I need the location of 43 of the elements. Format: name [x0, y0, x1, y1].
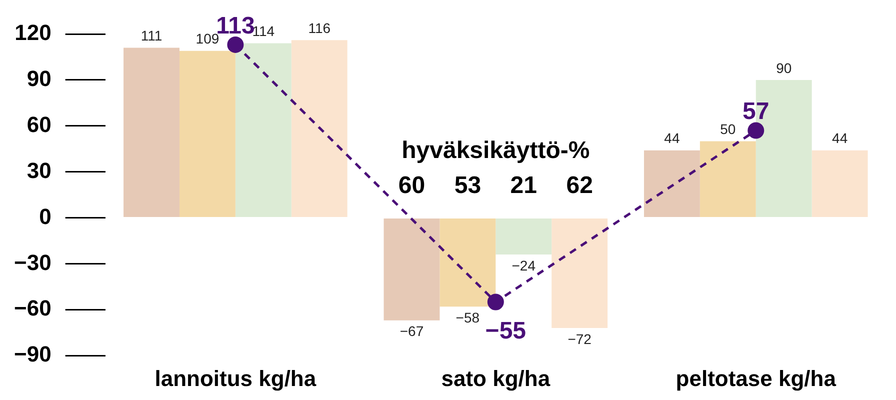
bar — [291, 40, 348, 218]
y-tick-label: −30 — [14, 250, 52, 275]
bar — [552, 218, 608, 328]
bar — [812, 150, 868, 218]
y-tick-label: −60 — [14, 296, 52, 321]
y-tick-label: 90 — [26, 66, 52, 92]
y-tick-label: 30 — [26, 158, 52, 183]
annotation: 62 — [566, 172, 593, 199]
bar — [384, 218, 440, 320]
bar — [124, 48, 180, 218]
bar — [700, 141, 756, 218]
data-label: 114 — [252, 23, 275, 40]
y-tick-label: 0 — [39, 204, 52, 229]
data-label: −58 — [456, 309, 480, 326]
x-tick-label: lannoitus kg/ha — [154, 366, 317, 391]
data-label: 44 — [832, 130, 848, 146]
y-tick-label: 60 — [26, 112, 52, 137]
data-label: 50 — [720, 121, 736, 138]
data-label: −55 — [485, 318, 526, 345]
x-tick-label: peltotase kg/ha — [676, 366, 837, 391]
data-label: 90 — [776, 60, 792, 76]
data-label: −67 — [400, 323, 424, 340]
bar — [440, 218, 496, 307]
annotation: hyväksikäyttö-% — [402, 136, 590, 164]
bar — [496, 218, 552, 255]
annotation: 53 — [454, 172, 482, 199]
annotation: 60 — [398, 172, 426, 199]
data-label: 116 — [308, 20, 331, 36]
data-label: 57 — [742, 98, 770, 126]
data-label: 44 — [664, 130, 680, 146]
data-label: 111 — [140, 28, 162, 44]
bar — [235, 43, 292, 218]
annotation: 21 — [510, 172, 537, 199]
y-tick-label: 120 — [14, 20, 52, 46]
point — [748, 122, 764, 139]
data-label: −24 — [512, 257, 536, 274]
y-tick-label: −90 — [14, 342, 52, 367]
x-tick-label: sato kg/ha — [441, 366, 551, 391]
data-label: −72 — [568, 330, 592, 347]
bar — [644, 150, 700, 218]
point — [227, 36, 244, 53]
bar — [179, 50, 236, 218]
point — [487, 294, 504, 310]
